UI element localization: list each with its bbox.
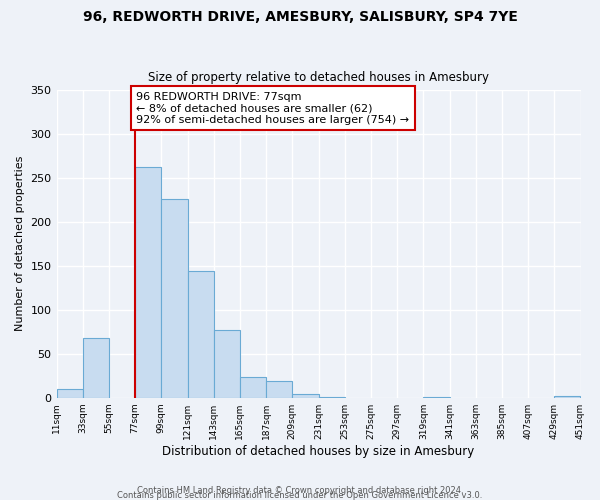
Text: Contains HM Land Registry data © Crown copyright and database right 2024.: Contains HM Land Registry data © Crown c… xyxy=(137,486,463,495)
Text: Contains public sector information licensed under the Open Government Licence v3: Contains public sector information licen… xyxy=(118,490,482,500)
Text: 96 REDWORTH DRIVE: 77sqm
← 8% of detached houses are smaller (62)
92% of semi-de: 96 REDWORTH DRIVE: 77sqm ← 8% of detache… xyxy=(136,92,409,125)
Bar xyxy=(266,381,292,398)
Bar xyxy=(292,394,319,398)
Bar xyxy=(424,397,449,398)
Y-axis label: Number of detached properties: Number of detached properties xyxy=(15,156,25,332)
Title: Size of property relative to detached houses in Amesbury: Size of property relative to detached ho… xyxy=(148,72,489,85)
X-axis label: Distribution of detached houses by size in Amesbury: Distribution of detached houses by size … xyxy=(163,444,475,458)
Text: 96, REDWORTH DRIVE, AMESBURY, SALISBURY, SP4 7YE: 96, REDWORTH DRIVE, AMESBURY, SALISBURY,… xyxy=(83,10,517,24)
Bar xyxy=(83,338,109,398)
Bar xyxy=(214,330,240,398)
Bar xyxy=(240,378,266,398)
Bar xyxy=(554,396,580,398)
Bar xyxy=(135,167,161,398)
Bar xyxy=(56,389,83,398)
Bar xyxy=(161,199,188,398)
Bar xyxy=(319,397,345,398)
Bar xyxy=(188,271,214,398)
